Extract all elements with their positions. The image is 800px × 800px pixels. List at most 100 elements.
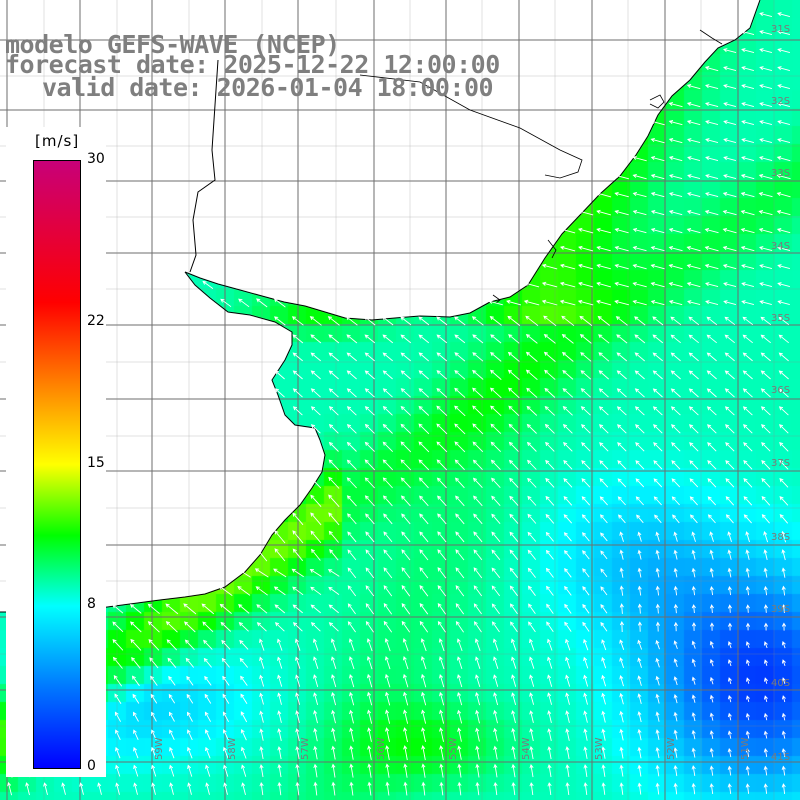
wind-arrow [637, 567, 642, 578]
wind-arrow [473, 567, 483, 579]
wind-arrow [619, 710, 624, 723]
wind-arrow [596, 209, 612, 216]
wind-arrow [779, 495, 789, 506]
wind-arrow [295, 781, 300, 796]
wind-arrow [781, 712, 786, 721]
wind-arrow [655, 549, 660, 560]
wind-arrow [418, 459, 430, 471]
wind-arrow [600, 532, 608, 542]
wind-arrow [546, 621, 554, 633]
wind-arrow [740, 174, 755, 180]
wind-arrow [327, 316, 340, 326]
wind-arrow [763, 567, 768, 578]
wind-arrow [455, 621, 464, 633]
wind-arrow [686, 192, 701, 198]
latitude-label: 31S [771, 24, 790, 35]
wind-arrow [529, 763, 534, 778]
wind-arrow [727, 585, 732, 596]
wind-arrow [686, 120, 701, 126]
wind-arrow [526, 405, 538, 416]
wind-arrow [222, 693, 230, 704]
wind-arrow [475, 745, 480, 760]
longitude-labels: 60W59W58W57W56W55W54W53W52W51W [82, 737, 751, 760]
wind-arrow [383, 513, 393, 525]
wind-arrow [186, 675, 194, 686]
wind-arrow [596, 245, 611, 252]
wind-arrow [650, 281, 665, 288]
wind-arrow [273, 586, 286, 596]
wind-arrow [419, 495, 429, 507]
wind-arrow [241, 782, 246, 796]
wind-arrow [259, 710, 264, 723]
wind-arrow [691, 729, 696, 740]
wind-arrow [601, 764, 606, 777]
wind-arrow [382, 388, 393, 398]
wind-arrow [436, 387, 448, 398]
wind-arrow [777, 12, 791, 18]
wind-arrow [637, 549, 642, 560]
wind-arrow [421, 745, 426, 761]
wind-arrow [559, 281, 576, 288]
wind-arrow [691, 676, 696, 685]
wind-arrow [309, 316, 322, 326]
wind-arrow [632, 155, 647, 162]
wind-arrow [328, 622, 339, 632]
wind-arrow [619, 531, 624, 542]
wind-arrow [421, 763, 426, 778]
wind-arrow [668, 300, 683, 306]
wind-arrow [491, 513, 501, 524]
wind-arrow [759, 264, 773, 270]
wind-arrow [403, 691, 409, 706]
wind-arrow [673, 585, 678, 596]
wind-arrow [508, 405, 520, 417]
wind-arrow [668, 281, 683, 288]
wind-arrow [617, 496, 626, 506]
wind-arrow [203, 639, 213, 650]
wind-arrow [565, 782, 570, 796]
wind-arrow [582, 603, 590, 614]
wind-arrow [668, 156, 683, 162]
wind-arrow [421, 727, 426, 742]
wind-arrow [559, 299, 576, 306]
wind-arrow [763, 622, 769, 631]
wind-arrow [650, 119, 665, 126]
wind-arrow [650, 228, 665, 234]
wind-arrow [619, 585, 624, 596]
wind-arrow [349, 709, 354, 724]
wind-arrow [456, 656, 463, 670]
wind-arrow [582, 621, 590, 632]
wind-arrow [727, 712, 732, 721]
wind-arrow [169, 711, 175, 722]
wind-arrow [562, 406, 573, 416]
wind-arrow [472, 387, 484, 399]
wind-arrow [310, 424, 321, 434]
wind-arrow [331, 709, 336, 724]
wind-arrow [653, 460, 663, 470]
wind-arrow [759, 12, 773, 18]
wind-arrow [637, 728, 642, 741]
wind-arrow [277, 763, 282, 778]
wind-arrow [562, 424, 573, 434]
wind-arrow [742, 352, 753, 362]
wind-arrow [671, 424, 681, 434]
wind-arrow [511, 710, 516, 724]
wind-arrow [402, 673, 409, 688]
wind-arrow [454, 316, 466, 326]
wind-arrow [473, 495, 483, 507]
wind-arrow [777, 102, 791, 108]
wind-arrow [491, 585, 501, 597]
wind-arrow [781, 567, 786, 578]
wind-arrow [151, 764, 157, 777]
wind-arrow [489, 369, 502, 380]
wind-arrow [401, 620, 411, 633]
wind-arrow [491, 531, 501, 543]
wind-arrow [653, 496, 662, 506]
wind-arrow [295, 763, 300, 778]
wind-arrow [582, 568, 590, 578]
wind-arrow [777, 300, 790, 306]
wind-arrow [778, 406, 789, 416]
wind-arrow [310, 352, 321, 362]
wind-arrow [709, 747, 714, 758]
wind-arrow [673, 764, 678, 777]
wind-arrow [562, 388, 574, 398]
